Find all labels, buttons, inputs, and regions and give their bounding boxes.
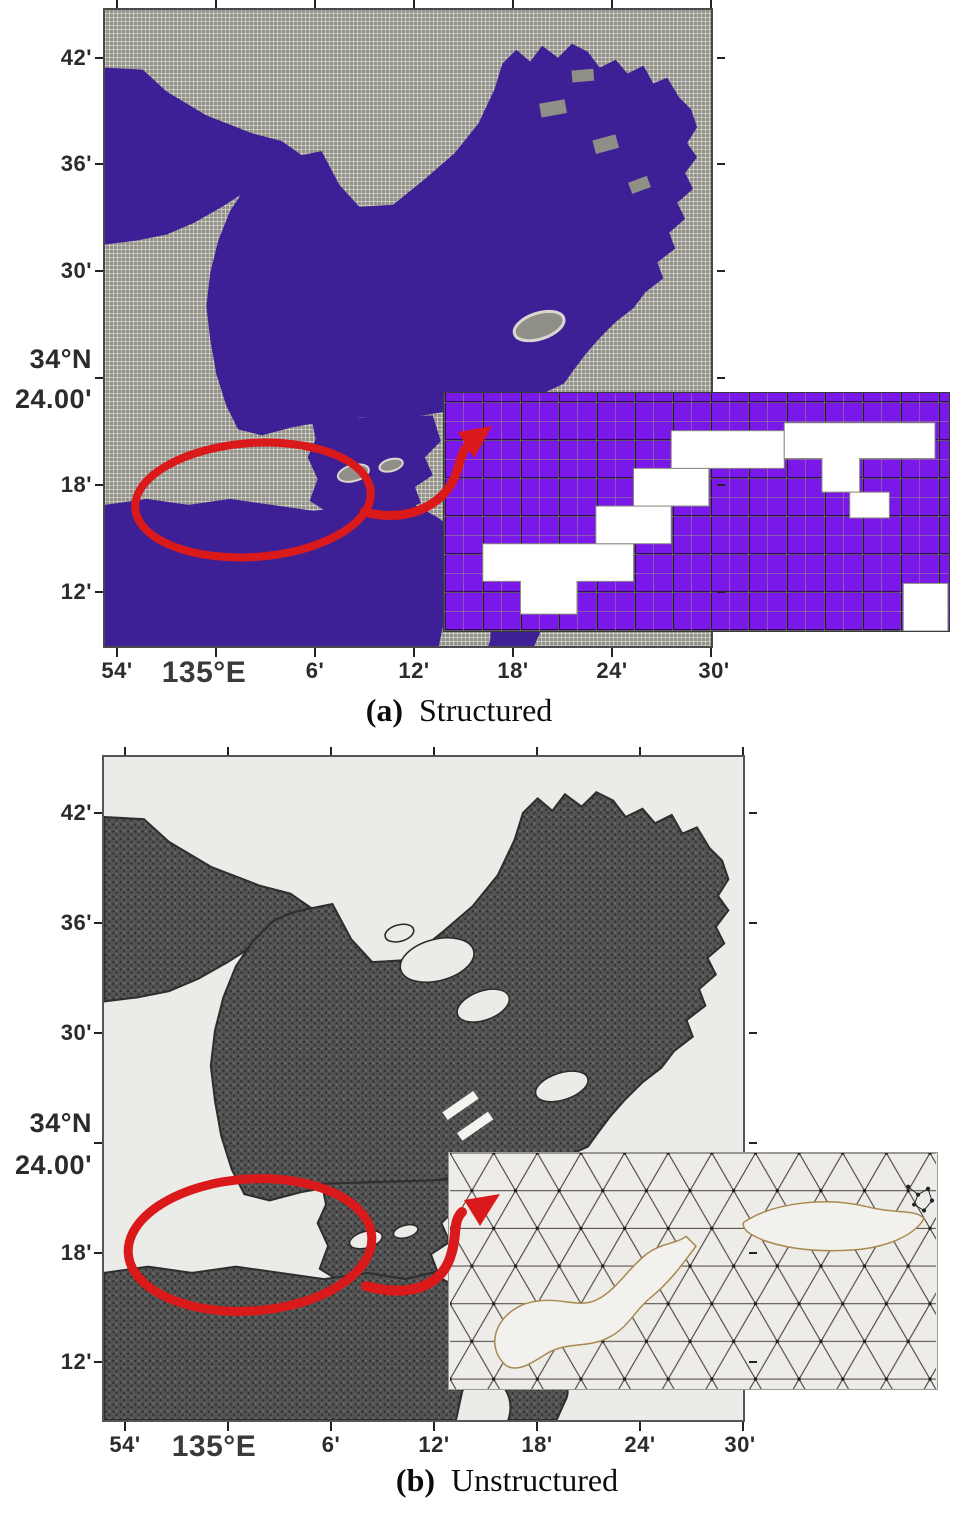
y-tick-label: 30' [60,1020,92,1045]
inset-b-land-left [494,1235,697,1369]
y-tick-label: 42' [60,800,92,825]
y-tick-label: 18' [60,1240,92,1265]
y-tick-label: 12' [60,1349,92,1374]
water-main-bay [206,43,698,436]
caption-b: (b) Unstructured [30,1462,954,1499]
water-lower-body [105,498,483,646]
y-tick-label: 34°N [29,1108,92,1138]
x-tick-label: 135°E [161,656,247,689]
x-tick-label: 18' [521,1432,553,1457]
inset-b-mesh [450,1153,936,1389]
port-patch [628,175,651,194]
y-tick-label: 36' [60,910,92,935]
y-tick-label: 24.00' [15,384,92,414]
lagoon-patch [399,937,475,984]
water-west-wedge [105,67,302,245]
x-tick-label: 54' [101,658,133,683]
x-tick-label: 30' [724,1432,756,1457]
y-tick-label: 24.00' [15,1150,92,1180]
lagoon-patch [456,988,511,1023]
x-tick-label: 6' [321,1432,341,1457]
y-tick-label: 42' [60,45,92,70]
x-tick-label: 24' [624,1432,656,1457]
inset-b-unstructured-mesh-zoom [448,1152,938,1390]
port-patch [539,99,567,118]
lagoon-patch [384,923,415,943]
caption-a: (a) Structured [0,692,936,729]
island-main [512,309,566,343]
caption-b-label: (b) [395,1462,436,1498]
x-tick-label: 6' [305,658,325,683]
y-tick-label: 30' [60,258,92,283]
y-tick-label: 34°N [29,344,92,374]
y-tick-label: 12' [60,579,92,604]
caption-a-label: (a) [365,692,403,728]
x-tick-label: 54' [109,1432,141,1457]
x-tick-label: 135°E [171,1430,257,1463]
port-patch [571,68,595,83]
x-tick-label: 12' [418,1432,450,1457]
x-tick-label: 24' [596,658,628,683]
y-tick-label: 36' [60,151,92,176]
x-tick-label: 30' [698,658,730,683]
water-strait [307,415,441,517]
caption-b-title: Unstructured [451,1462,619,1498]
port-patch [592,134,620,154]
inset-a-land-cells [482,422,949,631]
inset-b-land-right [742,1201,925,1252]
x-tick-label: 12' [398,658,430,683]
island-main [534,1070,589,1103]
inset-a-structured-grid-zoom [443,392,950,632]
white-bar-mark [442,1090,479,1121]
x-tick-label: 18' [497,658,529,683]
white-bar-mark [456,1111,494,1141]
inset-b-dense-mesh-cluster [906,1184,935,1213]
caption-a-title: Structured [419,692,553,728]
y-tick-label: 18' [60,472,92,497]
